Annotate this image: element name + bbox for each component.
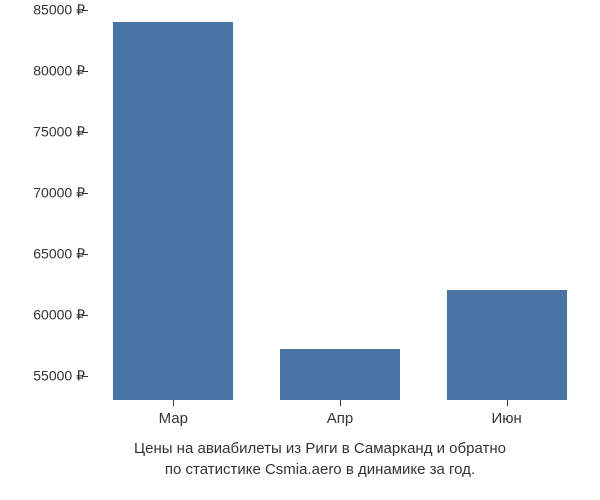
y-axis-label: 65000 ₽ [33,245,85,262]
y-tick [82,254,88,255]
bar [280,349,400,400]
y-tick [82,315,88,316]
caption-line-1: Цены на авиабилеты из Риги в Самарканд и… [134,440,506,457]
x-tick [340,400,341,406]
bar [113,22,233,400]
x-axis-label: Мар [159,410,188,427]
y-tick [82,132,88,133]
price-chart: 55000 ₽ 60000 ₽ 65000 ₽ 70000 ₽ 75000 ₽ 80000… [0,0,600,500]
y-axis-label: 75000 ₽ [33,123,85,140]
x-axis-label: Июн [491,410,521,427]
caption-line-2: по статистике Csmia.aero в динамике за г… [165,461,475,478]
y-tick [82,10,88,11]
x-axis-label: Апр [327,410,353,427]
y-axis-label: 70000 ₽ [33,184,85,201]
y-axis-label: 80000 ₽ [33,62,85,79]
y-axis-label: 60000 ₽ [33,306,85,323]
chart-caption: Цены на авиабилеты из Риги в Самарканд и… [40,438,600,480]
y-tick [82,193,88,194]
x-tick [507,400,508,406]
y-axis-label: 85000 ₽ [33,2,85,19]
y-axis-label: 55000 ₽ [33,367,85,384]
plot-area [90,10,590,400]
bar [447,290,567,400]
y-tick [82,376,88,377]
x-tick [173,400,174,406]
y-tick [82,71,88,72]
